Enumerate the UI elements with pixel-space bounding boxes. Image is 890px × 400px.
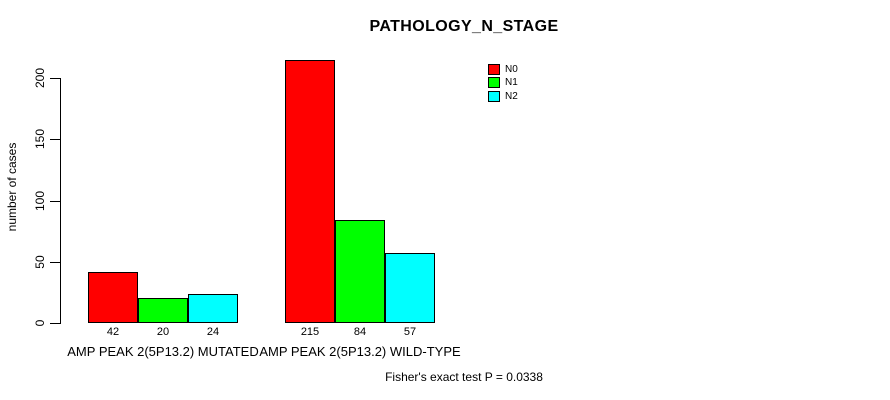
y-axis-line: [60, 78, 61, 324]
y-tick: [50, 262, 60, 263]
bar-value-label: 215: [300, 326, 320, 338]
legend-swatch-n2: [488, 91, 500, 102]
stat-test-annotation: Fisher's exact test P = 0.0338: [385, 370, 543, 384]
category-label: AMP PEAK 2(5P13.2) MUTATED: [67, 344, 259, 359]
category-label: AMP PEAK 2(5P13.2) WILD-TYPE: [259, 344, 461, 359]
y-tick-label: 150: [33, 128, 47, 150]
bar-value-label: 84: [353, 326, 367, 338]
y-tick: [50, 323, 60, 324]
y-tick-label: 100: [33, 190, 47, 212]
legend-label-n1: N1: [505, 77, 518, 88]
bar-value-label: 42: [106, 326, 120, 338]
y-tick: [50, 78, 60, 79]
legend-swatch-n0: [488, 64, 500, 75]
legend-label-n2: N2: [505, 91, 518, 102]
y-tick-label: 200: [33, 67, 47, 89]
bar-n1-group1: [138, 298, 188, 323]
bar-n2-group1: [188, 294, 238, 323]
bar-n0-group2: [285, 60, 335, 323]
legend-swatch-n1: [488, 77, 500, 88]
y-tick: [50, 201, 60, 202]
legend-label-n0: N0: [505, 64, 518, 75]
bar-value-label: 57: [403, 326, 417, 338]
bar-value-label: 20: [156, 326, 170, 338]
chart-title: PATHOLOGY_N_STAGE: [369, 18, 559, 35]
y-tick-label: 0: [33, 319, 47, 327]
y-tick: [50, 139, 60, 140]
bar-n1-group2: [335, 220, 385, 323]
bar-value-label: 24: [206, 326, 220, 338]
y-axis-label: number of cases: [5, 142, 19, 232]
y-tick-label: 50: [33, 255, 47, 269]
bar-n2-group2: [385, 253, 435, 323]
bar-n0-group1: [88, 272, 138, 323]
